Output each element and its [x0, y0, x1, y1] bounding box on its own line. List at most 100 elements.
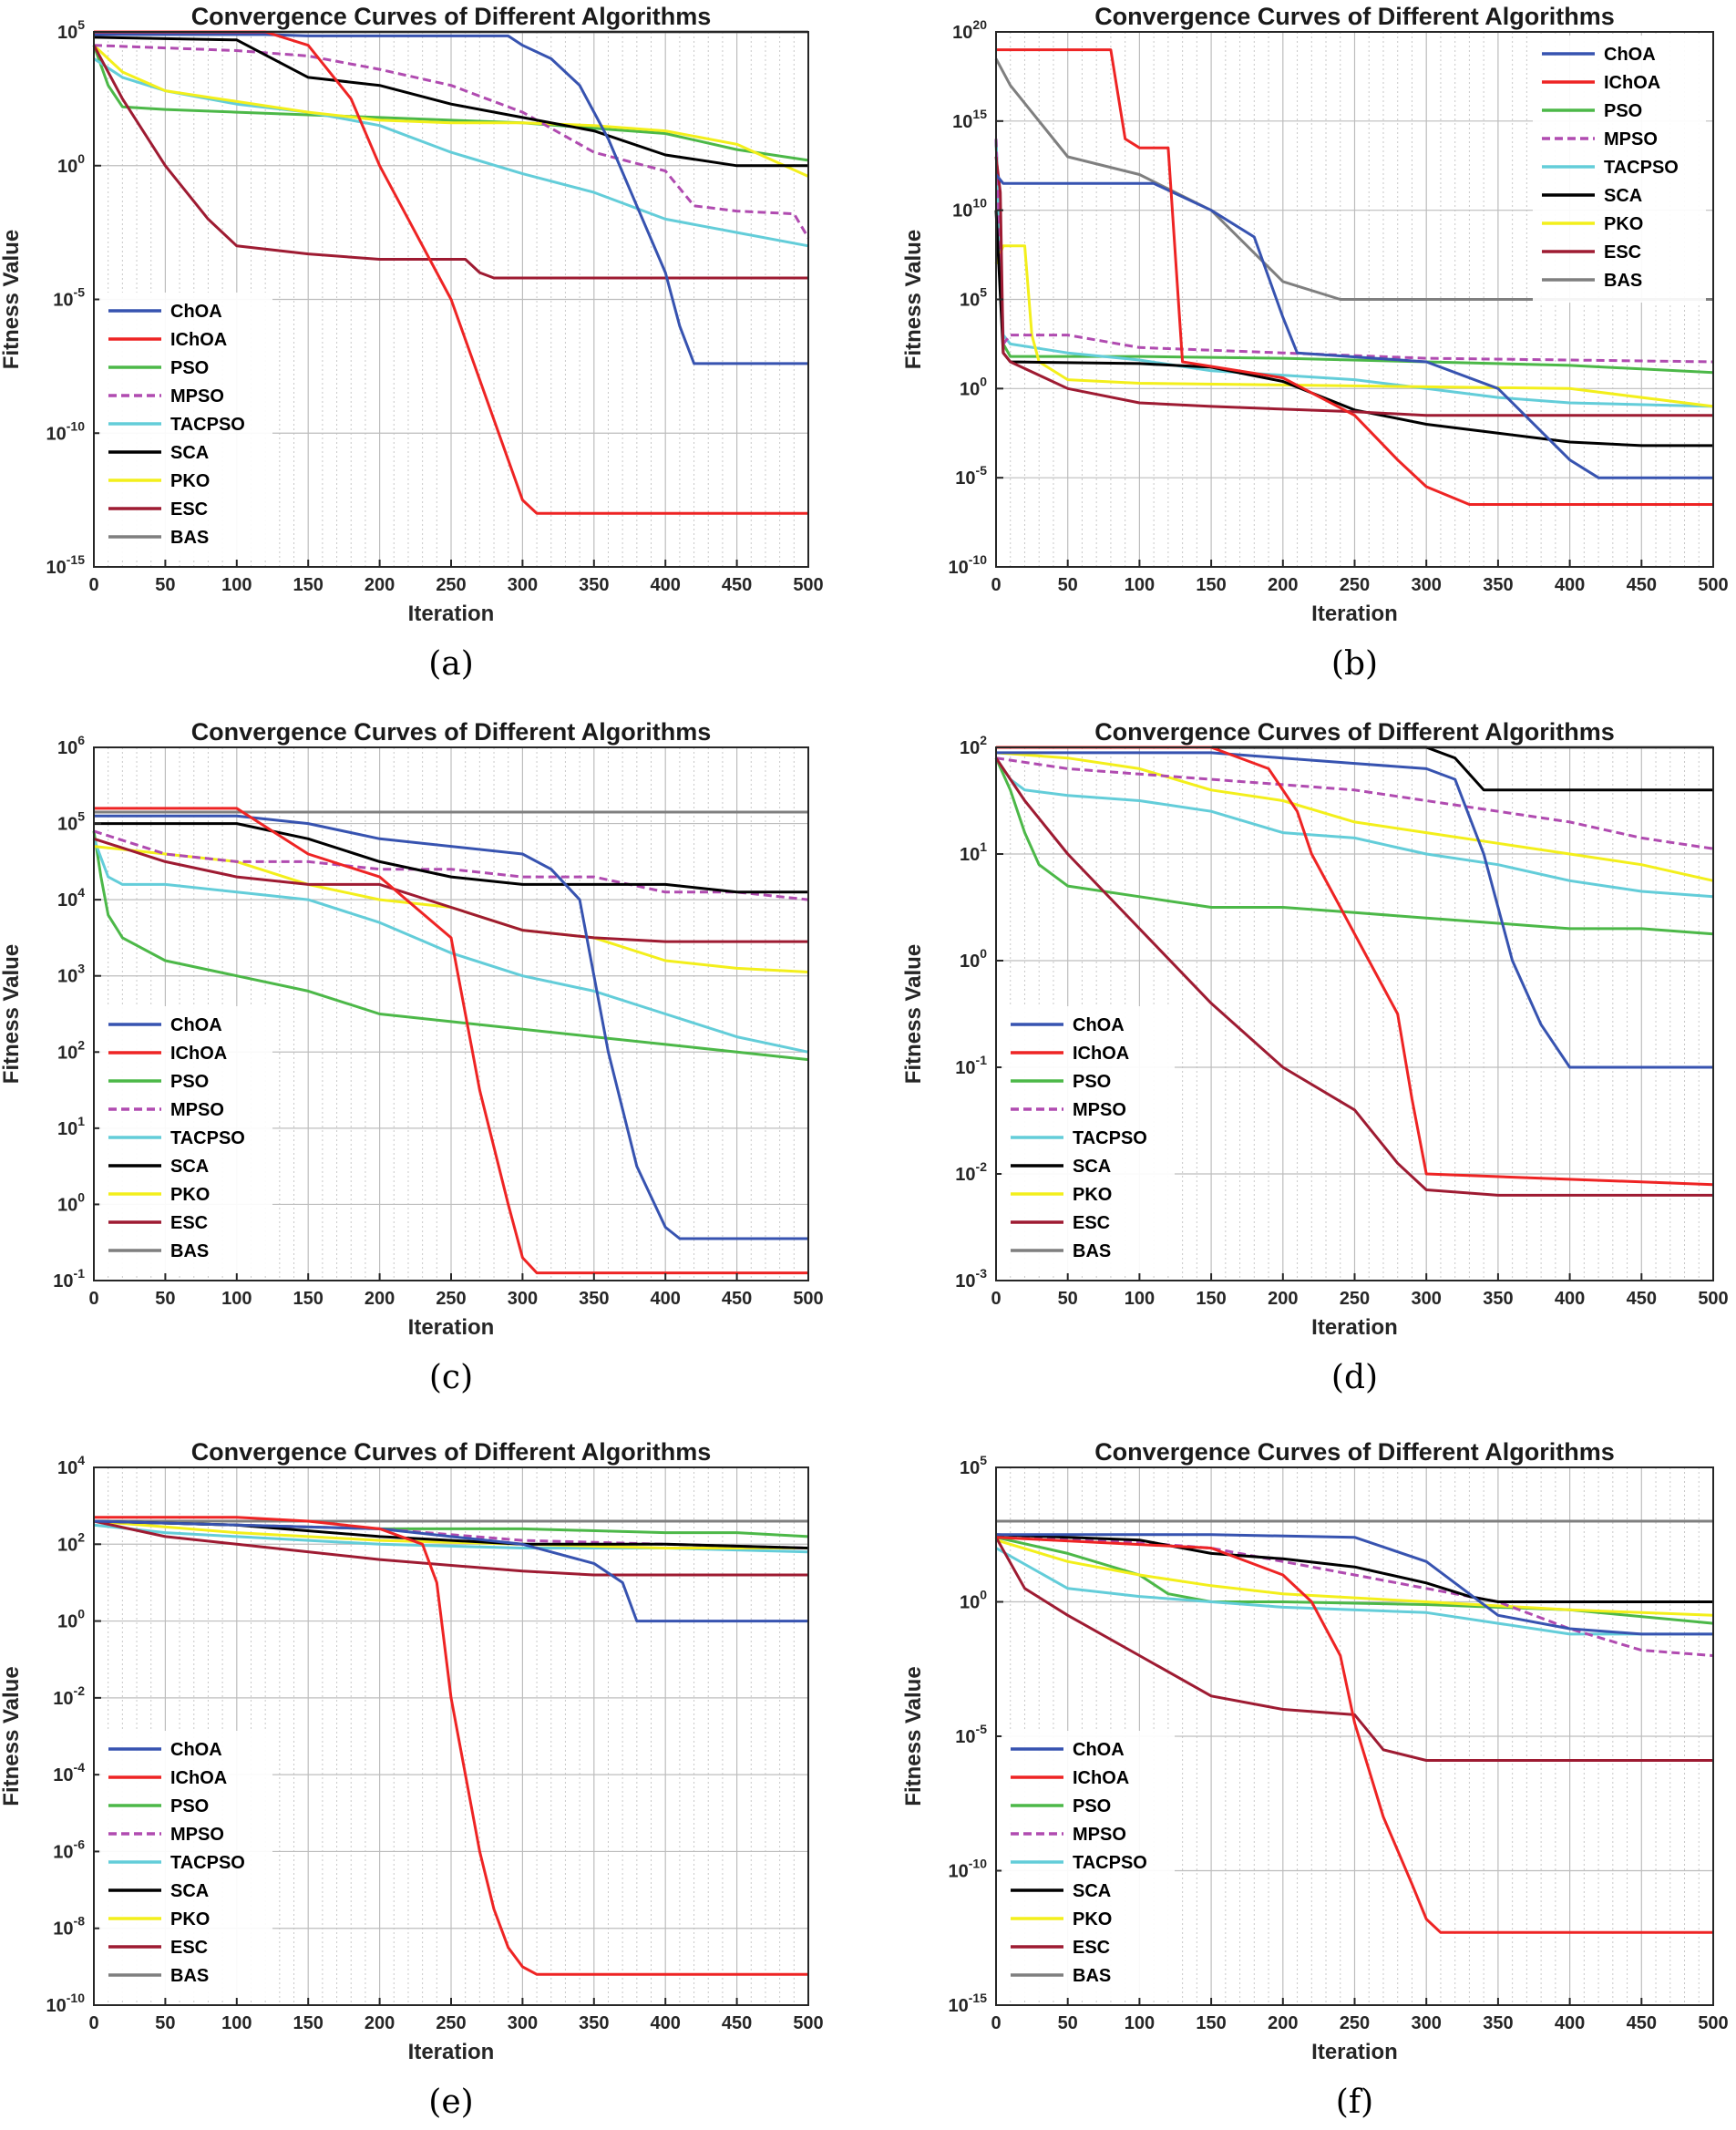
x-axis: 0 50 100 150 200 250 300 350 400 450 500: [991, 1998, 1729, 2033]
x-tick-label: 250: [436, 1289, 466, 1309]
legend-label-ichoa: IChOA: [170, 1768, 227, 1788]
series-line-esc: [92, 44, 808, 280]
series-line-tacpso: [92, 838, 809, 1054]
y-tick-label: 1015: [952, 107, 987, 132]
panel-label: (a): [428, 645, 474, 683]
x-tick-label: 50: [155, 575, 175, 595]
series-line-tacpso: [994, 756, 1714, 899]
series-line-ichoa: [996, 48, 1713, 506]
series-line-pko: [995, 1538, 1714, 1617]
series-line-esc: [994, 1536, 1713, 1762]
y-tick-label: 102: [960, 733, 987, 758]
legend-box: [99, 293, 272, 560]
x-axis-label: Iteration: [408, 2040, 495, 2064]
x-tick-label: 400: [1555, 575, 1585, 595]
legend-label-pko: PKO: [1073, 1185, 1112, 1205]
legend-label-bas: BAS: [170, 1966, 209, 1986]
series-line-mpso: [995, 756, 1714, 850]
series-line-esc: [93, 837, 808, 943]
legend-label-pso: PSO: [1073, 1072, 1111, 1092]
chart-panel-c: 0 50 100 150 200 250 300 350 400 450 500 10-1 100 101…: [0, 718, 824, 1396]
legend-label-esc: ESC: [170, 1938, 208, 1958]
y-tick-label: 104: [57, 885, 85, 911]
x-tick-label: 100: [1125, 575, 1155, 595]
y-tick-label: 10-15: [46, 552, 86, 578]
x-tick-label: 350: [1483, 575, 1513, 595]
y-axis: 10-3 10-2 10-1 100 101 102: [955, 733, 1003, 1291]
x-tick-label: 350: [579, 575, 609, 595]
legend-label-esc: ESC: [170, 499, 208, 520]
y-tick-label: 1020: [952, 17, 987, 43]
x-tick-label: 450: [1627, 1289, 1657, 1309]
y-tick-label: 10-6: [53, 1837, 85, 1862]
series-group: [994, 48, 1714, 506]
x-tick-label: 350: [1483, 1289, 1513, 1309]
x-tick-label: 100: [221, 575, 252, 595]
y-tick-label: 10-2: [53, 1683, 85, 1709]
y-tick-label: 10-15: [949, 1991, 988, 2016]
x-tick-label: 300: [508, 2013, 538, 2033]
series-line-pso: [994, 139, 1714, 375]
x-tick-label: 150: [293, 1289, 324, 1309]
y-tick-label: 105: [960, 285, 987, 311]
series-line-pko: [994, 244, 1714, 408]
x-tick-label: 100: [221, 2013, 252, 2033]
series-line-choa: [93, 1519, 808, 1623]
legend-label-choa: ChOA: [1073, 1740, 1125, 1760]
y-tick-label: 101: [960, 839, 987, 865]
y-tick-label: 10-5: [955, 463, 987, 489]
x-tick-label: 400: [1555, 2013, 1585, 2033]
series-line-tacpso: [995, 1547, 1713, 1636]
x-axis: 0 50 100 150 200 250 300 350 400 450 500: [88, 1273, 824, 1309]
legend-label-bas: BAS: [1604, 271, 1642, 291]
legend-label-pko: PKO: [1073, 1909, 1112, 1929]
legend: ChOA IChOA PSO MPSO TACPSO SCA PKO ESC BAS: [99, 1006, 272, 1273]
y-tick-label: 10-10: [46, 418, 86, 444]
y-tick-label: 105: [57, 17, 85, 43]
x-tick-label: 350: [579, 1289, 609, 1309]
x-tick-label: 0: [88, 575, 98, 595]
legend-label-pso: PSO: [1073, 1796, 1111, 1816]
legend: ChOA IChOA PSO MPSO TACPSO SCA PKO ESC BAS: [1533, 36, 1706, 303]
legend-label-choa: ChOA: [170, 302, 222, 322]
x-tick-label: 350: [1483, 2013, 1513, 2033]
x-axis: 0 50 100 150 200 250 300 350 400 450 500: [991, 1273, 1729, 1309]
x-tick-label: 400: [651, 575, 681, 595]
x-axis-label: Iteration: [408, 602, 495, 626]
legend-label-bas: BAS: [1073, 1241, 1111, 1261]
x-tick-label: 250: [436, 575, 466, 595]
chart-title: Convergence Curves of Different Algorith…: [191, 3, 712, 30]
legend-label-ichoa: IChOA: [1073, 1768, 1129, 1788]
series-line-esc: [994, 156, 1713, 417]
y-tick-label: 101: [57, 1114, 85, 1139]
chart-title: Convergence Curves of Different Algorith…: [1094, 718, 1615, 746]
x-tick-label: 450: [722, 1289, 752, 1309]
chart-title: Convergence Curves of Different Algorith…: [191, 1438, 712, 1466]
series-line-pso: [994, 757, 1714, 936]
series-line-esc: [994, 756, 1713, 1197]
x-tick-label: 0: [991, 2013, 1001, 2033]
x-tick-label: 500: [1698, 1289, 1728, 1309]
y-tick-label: 100: [57, 1607, 85, 1632]
x-tick-label: 500: [793, 1289, 823, 1309]
y-tick-label: 10-10: [949, 1857, 988, 1882]
x-tick-label: 50: [155, 2013, 175, 2033]
legend-label-pso: PSO: [170, 1072, 209, 1092]
x-tick-label: 450: [722, 575, 752, 595]
x-tick-label: 100: [221, 1289, 252, 1309]
y-tick-label: 100: [57, 1189, 85, 1215]
y-axis: 10-15 10-10 10-5 100 105: [949, 1453, 1003, 2016]
series-group: [92, 807, 809, 1275]
legend: ChOA IChOA PSO MPSO TACPSO SCA PKO ESC BAS: [99, 1731, 272, 1998]
legend-label-sca: SCA: [170, 1157, 209, 1177]
legend-label-esc: ESC: [1073, 1213, 1110, 1233]
series-line-mpso: [994, 139, 1714, 364]
chart-title: Convergence Curves of Different Algorith…: [1094, 3, 1615, 30]
x-tick-label: 500: [1698, 575, 1728, 595]
legend-label-sca: SCA: [1073, 1157, 1111, 1177]
x-tick-label: 150: [1196, 2013, 1226, 2033]
legend-label-tacpso: TACPSO: [1604, 158, 1679, 178]
y-axis: 10-15 10-10 10-5 100 105: [46, 17, 101, 578]
series-line-pso: [92, 830, 809, 1062]
